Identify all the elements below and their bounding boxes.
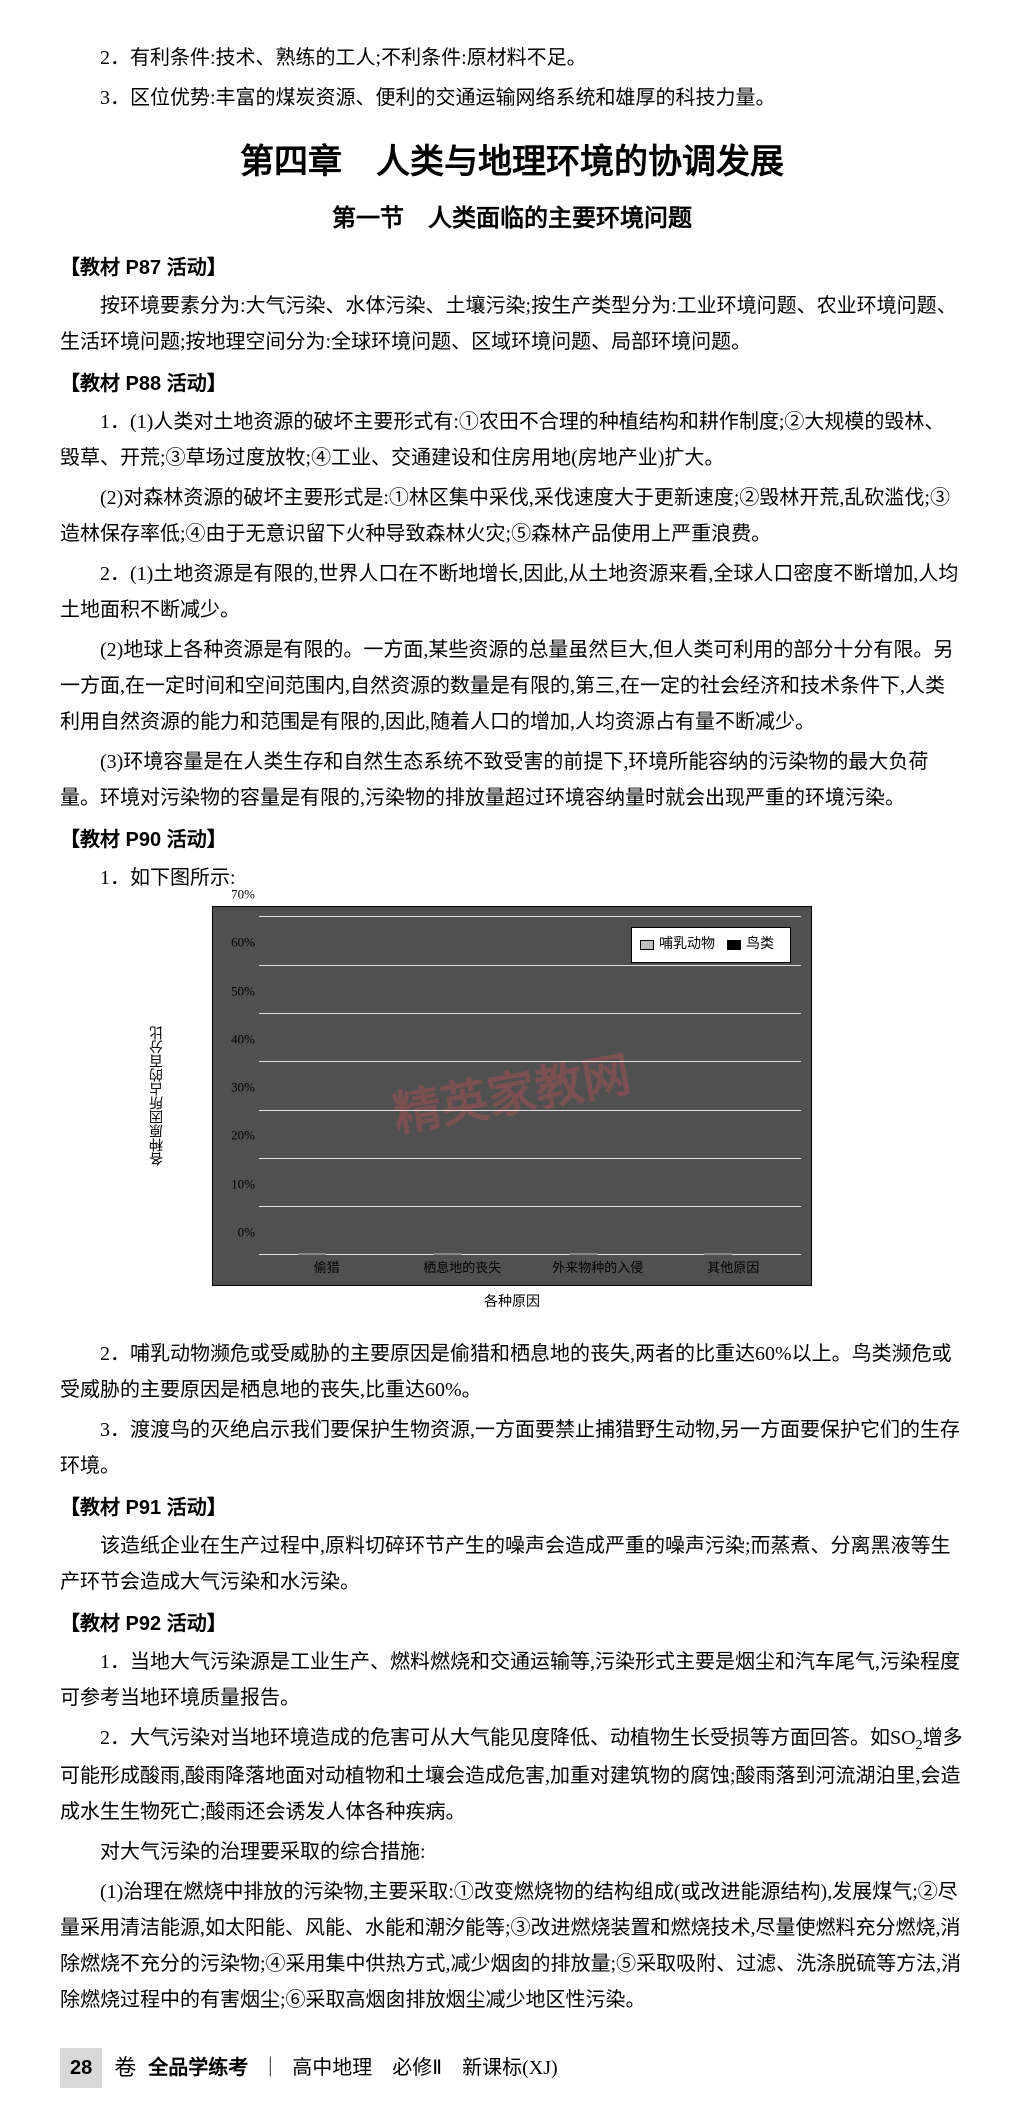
p92-a4: (1)治理在燃烧中排放的污染物,主要采取:①改变燃烧物的结构组成(或改进能源结构… [60,1874,964,2018]
chart-area: 精英家教网 各种原因所占的百分比 哺乳动物 鸟类 0%10%20%30%40%5… [212,906,812,1286]
section-title: 第一节 人类面临的主要环境问题 [60,197,964,240]
y-tick: 50% [231,979,255,1002]
y-tick: 20% [231,1124,255,1147]
p92-a2-pre: 2．大气污染对当地环境造成的危害可从大气能见度降低、动植物生长受损等方面回答。如… [100,1727,916,1749]
chapter-title: 第四章 人类与地理环境的协调发展 [60,132,964,193]
x-label: 外来物种的入侵 [544,1256,652,1279]
p91-text: 该造纸企业在生产过程中,原料切碎环节产生的噪声会造成严重的噪声污染;而蒸煮、分离… [60,1528,964,1600]
p88-b2: (2)地球上各种资源是有限的。一方面,某些资源的总量虽然巨大,但人类可利用的部分… [60,632,964,740]
p92-a1: 1．当地大气污染源是工业生产、燃料燃烧和交通运输等,污染形式主要是烟尘和汽车尾气… [60,1644,964,1716]
y-tick: 10% [231,1172,255,1195]
legend-item-0: 哺乳动物 [640,932,716,957]
p87-header: 【教材 P87 活动】 [60,250,964,286]
intro-line-3: 3．区位优势:丰富的煤炭资源、便利的交通运输网络系统和雄厚的科技力量。 [60,80,964,116]
p90-after1: 2．哺乳动物濒危或受威胁的主要原因是偷猎和栖息地的丧失,两者的比重达60%以上。… [60,1336,964,1408]
page-footer: 28 卷 全品学练考 ｜ 高中地理 必修Ⅱ 新课标(XJ) [60,2048,964,2088]
footer-sep: ｜ [260,2050,280,2086]
x-label: 其他原因 [679,1256,787,1279]
p90-after2: 3．渡渡鸟的灭绝启示我们要保护生物资源,一方面要禁止捕猎野生动物,另一方面要保护… [60,1412,964,1484]
footer-brand: 全品学练考 [148,2050,248,2086]
p88-a2: (2)对森林资源的破坏主要形式是:①林区集中采伐,采伐速度大于更新速度;②毁林开… [60,480,964,552]
y-tick: 40% [231,1027,255,1050]
y-tick: 70% [231,882,255,905]
page-number: 28 [60,2048,102,2088]
chart-bars [259,917,801,1255]
p92-header: 【教材 P92 活动】 [60,1606,964,1642]
page-suffix: 卷 [114,2048,136,2088]
legend-label-0: 哺乳动物 [659,937,715,952]
x-labels: 偷猎 栖息地的丧失 外来物种的入侵 其他原因 [259,1256,801,1279]
chart-legend: 哺乳动物 鸟类 [631,927,792,962]
x-label: 偷猎 [273,1256,381,1279]
p92-a3: 对大气污染的治理要采取的综合措施: [60,1834,964,1870]
chart-container: 精英家教网 各种原因所占的百分比 哺乳动物 鸟类 0%10%20%30%40%5… [212,906,812,1315]
x-axis-title: 各种原因 [212,1290,812,1315]
legend-swatch-0 [640,940,654,950]
p90-header: 【教材 P90 活动】 [60,822,964,858]
so2-subscript: 2 [916,1738,923,1753]
y-axis: 0%10%20%30%40%50%60%70% [215,917,255,1255]
p87-text: 按环境要素分为:大气污染、水体污染、土壤污染;按生产类型分为:工业环境问题、农业… [60,288,964,360]
p90-lead: 1．如下图所示: [60,860,964,896]
p88-header: 【教材 P88 活动】 [60,366,964,402]
y-axis-label: 各种原因所占的百分比 [145,1026,170,1166]
footer-subject: 高中地理 必修Ⅱ 新课标(XJ) [292,2050,557,2086]
legend-label-1: 鸟类 [746,937,774,952]
x-label: 栖息地的丧失 [408,1256,516,1279]
y-tick: 60% [231,931,255,954]
intro-line-2: 2．有利条件:技术、熟练的工人;不利条件:原材料不足。 [60,40,964,76]
y-tick: 30% [231,1075,255,1098]
p88-a1: 1．(1)人类对土地资源的破坏主要形式有:①农田不合理的种植结构和耕作制度;②大… [60,404,964,476]
legend-swatch-1 [727,940,741,950]
y-tick: 0% [238,1220,255,1243]
p88-b3: (3)环境容量是在人类生存和自然生态系统不致受害的前提下,环境所能容纳的污染物的… [60,744,964,816]
legend-item-1: 鸟类 [727,932,775,957]
plot-area: 哺乳动物 鸟类 0%10%20%30%40%50%60%70% [259,917,801,1255]
p92-a2: 2．大气污染对当地环境造成的危害可从大气能见度降低、动植物生长受损等方面回答。如… [60,1720,964,1830]
p88-b1: 2．(1)土地资源是有限的,世界人口在不断地增长,因此,从土地资源来看,全球人口… [60,556,964,628]
p91-header: 【教材 P91 活动】 [60,1490,964,1526]
